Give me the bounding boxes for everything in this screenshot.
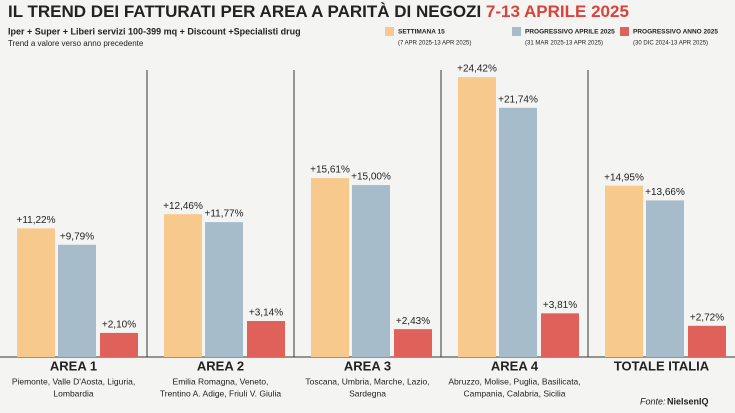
category-label: AREA 3	[344, 358, 391, 373]
legend-swatch	[512, 27, 521, 36]
bar	[164, 214, 202, 357]
category-label: TOTALE ITALIA	[614, 358, 710, 373]
bar	[17, 228, 55, 357]
legend-period: (30 DIC 2024-13 APR 2025)	[633, 41, 708, 47]
bar	[688, 325, 726, 357]
value-label: +14,95%	[604, 172, 644, 183]
category-description: Lombardia	[53, 388, 93, 398]
bar	[352, 185, 390, 357]
legend-swatch	[620, 27, 629, 36]
value-label: +15,61%	[310, 165, 350, 176]
category-label: AREA 1	[50, 358, 97, 373]
bar	[205, 222, 243, 357]
category-description: Trentino A. Adige, Friuli V. Giulia	[160, 388, 282, 398]
chart-title: IL TREND DEI FATTURATI PER AREA A PARITÀ…	[8, 2, 629, 21]
value-label: +3,14%	[249, 308, 283, 319]
category-description: Abruzzo, Molise, Puglia, Basilicata,	[448, 376, 580, 386]
bar	[605, 185, 643, 357]
category-label: AREA 2	[197, 358, 244, 373]
value-label: +12,46%	[163, 201, 203, 212]
source-label: Fonte:	[640, 396, 666, 406]
bar	[541, 313, 579, 357]
category-description: Emilia Romagna, Veneto,	[173, 376, 269, 386]
category-description: Piemonte, Valle D'Aosta, Liguria,	[12, 376, 135, 386]
value-label: +11,77%	[204, 209, 243, 220]
value-label: +2,43%	[396, 316, 430, 327]
value-label: +9,79%	[60, 231, 94, 242]
title-main: IL TREND DEI FATTURATI PER AREA A PARITÀ…	[8, 2, 481, 21]
value-label: +15,00%	[351, 172, 391, 183]
category-description: Sardegna	[349, 388, 386, 398]
note: Trend a valore verso anno precedente	[8, 39, 144, 48]
bar	[100, 332, 138, 357]
legend-period: (7 APR 2025-13 APR 2025)	[398, 41, 471, 47]
source: NielsenIQ	[667, 396, 709, 406]
bar	[311, 178, 349, 357]
category-description: Toscana, Umbria, Marche, Lazio,	[305, 376, 429, 386]
bar	[646, 200, 684, 357]
bar	[499, 107, 537, 357]
subtitle: Iper + Super + Liberi servizi 100-399 mq…	[8, 26, 301, 36]
legend-label: SETTIMANA 15	[398, 29, 445, 36]
title-highlight: 7-13 APRILE 2025	[486, 2, 629, 21]
bar	[458, 77, 496, 358]
legend-label: PROGRESSIVO APRILE 2025	[525, 29, 615, 36]
value-label: +24,42%	[457, 64, 497, 75]
bar	[394, 329, 432, 357]
bar	[58, 244, 96, 357]
legend-label: PROGRESSIVO ANNO 2025	[633, 29, 718, 36]
value-label: +2,72%	[690, 312, 724, 323]
value-label: +21,74%	[498, 94, 538, 105]
legend-swatch	[385, 27, 394, 36]
value-label: +13,66%	[645, 187, 685, 198]
category-label: AREA 4	[491, 358, 539, 373]
legend-period: (31 MAR 2025-13 APR 2025)	[525, 41, 603, 47]
bar	[247, 321, 285, 357]
value-label: +2,10%	[102, 320, 136, 331]
value-label: +3,81%	[543, 300, 577, 311]
category-description: Campania, Calabria, Sicilia	[463, 388, 565, 398]
value-label: +11,22%	[16, 215, 55, 226]
